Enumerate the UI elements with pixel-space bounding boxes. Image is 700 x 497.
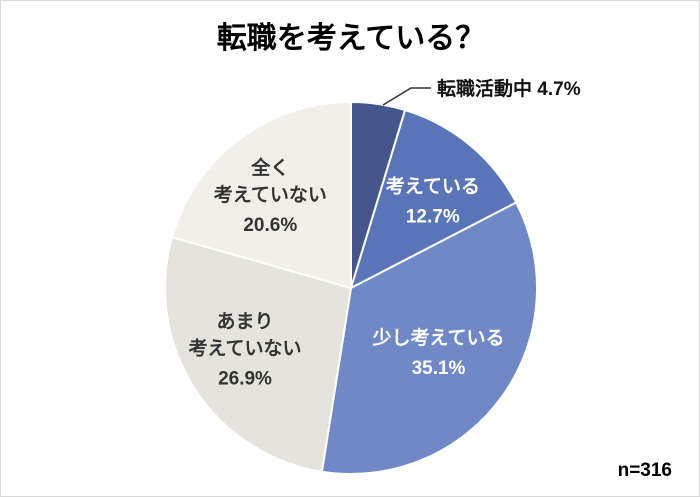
callout-label: 転職活動中 4.7% bbox=[437, 77, 581, 100]
pie-slice-4 bbox=[164, 236, 352, 473]
slice-label-3: 少し考えている 35.1% bbox=[371, 327, 504, 379]
pie-slice-2 bbox=[350, 109, 518, 289]
pie-slice-3 bbox=[320, 201, 539, 475]
callout-leader-line bbox=[382, 87, 431, 106]
sample-size-note: n=316 bbox=[618, 460, 672, 481]
slice-label-2: 考えている 12.7% bbox=[386, 175, 480, 227]
slice-label-5: 全く考えていない 20.6% bbox=[214, 156, 327, 236]
slice-percent-5: 20.6% bbox=[243, 215, 297, 236]
slice-percent-2: 12.7% bbox=[406, 206, 460, 227]
slice-percent-3: 35.1% bbox=[412, 358, 466, 379]
pie-slice-5 bbox=[171, 101, 352, 289]
pie-slices bbox=[164, 101, 539, 475]
slice-label-4: あまり考えていない 26.9% bbox=[188, 311, 301, 390]
pie-labels: 転職活動中 4.7% 考えている 12.7% 少し考えている 35.1% あまり考えていな… bbox=[188, 77, 580, 390]
slice-percent-4: 26.9% bbox=[218, 369, 272, 390]
chart-title: 転職を考えている？ bbox=[217, 22, 486, 55]
